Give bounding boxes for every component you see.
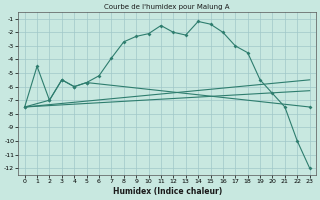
X-axis label: Humidex (Indice chaleur): Humidex (Indice chaleur) [113, 187, 222, 196]
Title: Courbe de l'humidex pour Malung A: Courbe de l'humidex pour Malung A [104, 4, 230, 10]
